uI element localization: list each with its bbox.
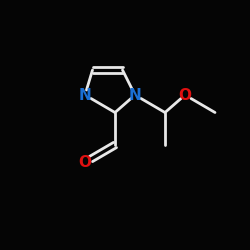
Text: N: N xyxy=(78,88,92,102)
Text: O: O xyxy=(78,155,92,170)
Text: O: O xyxy=(178,88,192,102)
Text: N: N xyxy=(128,88,141,102)
